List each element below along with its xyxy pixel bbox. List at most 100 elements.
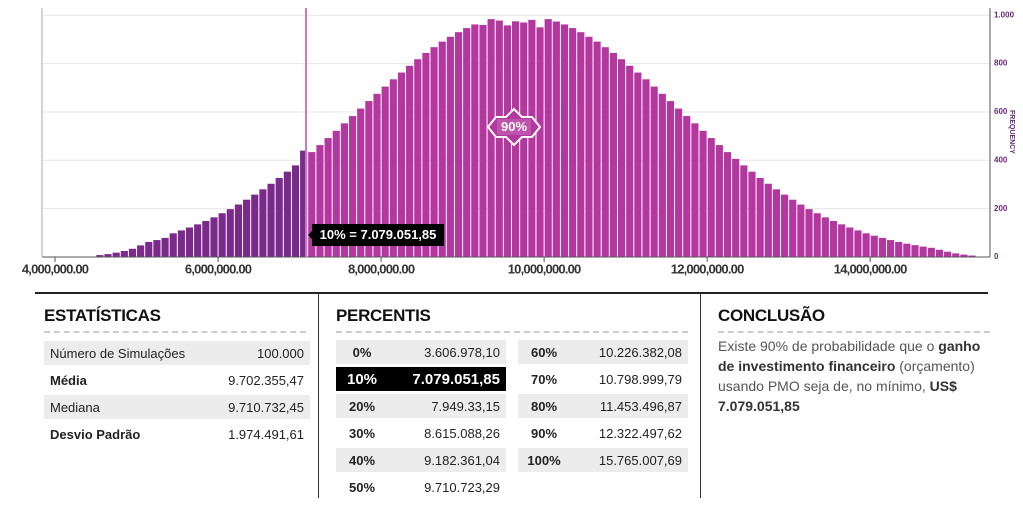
bar [161, 237, 169, 257]
bar [764, 183, 772, 257]
stats-label: Desvio Padrão [50, 426, 141, 442]
x-tick-label: 4,000,000.00 [22, 261, 89, 276]
percentile-row: 10% 7.079.051,85 [336, 367, 506, 391]
conclusion-segment: ganho de investimento financeiro [718, 338, 981, 374]
bar [683, 116, 691, 258]
percentile-row: 0% 3.606.978,10 [336, 340, 506, 364]
percentile-value: 3.606.978,10 [424, 344, 500, 360]
percentile-value: 11.453.496,87 [599, 398, 682, 414]
x-tick-label: 8,000,000.00 [348, 261, 415, 276]
stats-label: Mediana [50, 399, 100, 415]
bar [397, 72, 406, 257]
bar [153, 240, 161, 257]
bar [968, 255, 976, 257]
bar [503, 25, 512, 258]
stats-value: 100.000 [257, 345, 304, 361]
bar [691, 123, 699, 257]
conclusion-text: Existe 90% de probabilidade que o ganho … [718, 336, 993, 416]
bar [251, 194, 259, 257]
percentile-value: 9.182.361,04 [424, 452, 500, 468]
bar [430, 47, 438, 258]
bar [838, 224, 846, 257]
bar [748, 171, 756, 257]
dash-line [718, 331, 990, 333]
stats-value: 9.702.355,47 [228, 372, 304, 388]
bar [626, 65, 634, 257]
bar [340, 123, 348, 257]
conclusion-title: CONCLUSÃO [718, 306, 825, 325]
percentile-value: 10.226.382,08 [598, 344, 682, 360]
percentile-value: 7.949.33,15 [431, 398, 500, 414]
bar [658, 93, 666, 257]
x-tick-label: 12,000,000.00 [671, 261, 744, 276]
stats-row: Mediana 9.710.732,45 [44, 395, 310, 419]
stats-value: 9.710.732,45 [228, 399, 304, 415]
bar [365, 101, 373, 257]
percentile-row: 50% 9.710.723,29 [336, 475, 506, 499]
percentile-row: 60% 10.226.382,08 [518, 340, 688, 364]
dash-line [336, 331, 688, 333]
bar [577, 32, 585, 257]
bar [316, 145, 324, 257]
bar [781, 194, 789, 257]
bar [137, 245, 145, 257]
bar [300, 150, 308, 257]
bar [544, 19, 552, 257]
bar [210, 217, 218, 257]
percentile-row: 80% 11.453.496,87 [518, 394, 688, 418]
bar [243, 199, 251, 257]
y-tick-label: 400 [994, 155, 1008, 164]
percentile-label: 60% [530, 344, 558, 360]
bar [642, 79, 650, 257]
center-inner [497, 119, 531, 135]
bar [878, 237, 886, 257]
threshold-box [312, 224, 445, 246]
bar [234, 204, 243, 257]
bar [194, 224, 202, 257]
bar [821, 217, 829, 257]
bar [112, 252, 120, 257]
percentile-value: 10.798.999,79 [598, 371, 682, 387]
bar [291, 165, 300, 257]
bar [805, 209, 813, 257]
bar [185, 227, 194, 257]
percentile-label: 40% [348, 452, 376, 468]
percentile-value: 12.322.497,62 [598, 425, 682, 441]
dash-line [44, 331, 306, 333]
bar [666, 101, 675, 257]
percentile-row: 90% 12.322.497,62 [518, 421, 688, 445]
bar [446, 36, 454, 257]
bar [895, 242, 903, 257]
bar [487, 19, 495, 257]
bar [275, 177, 283, 257]
bar [520, 22, 528, 258]
bar [389, 79, 397, 257]
bar [699, 130, 707, 257]
percentile-row: 40% 9.182.361,04 [336, 448, 506, 472]
bar [911, 245, 919, 257]
bar [495, 20, 503, 257]
percentile-value: 9.710.723,29 [424, 479, 500, 495]
bar [609, 52, 617, 257]
y-tick-label: 800 [994, 59, 1008, 68]
bar [740, 165, 748, 257]
bar [862, 233, 870, 257]
conclusion-segment: Existe 90% de probabilidade que o [718, 338, 939, 354]
bar [756, 177, 764, 257]
bar [846, 227, 854, 257]
bar [593, 41, 601, 258]
stats-row: Desvio Padrão 1.974.491,61 [44, 422, 310, 446]
bar [104, 254, 112, 257]
bar [952, 253, 960, 257]
percentile-label: 30% [348, 425, 376, 441]
bar [723, 152, 732, 257]
percentile-label: 20% [348, 398, 376, 414]
bar [536, 27, 544, 257]
bar [528, 19, 536, 258]
bar [373, 93, 381, 257]
bar [332, 130, 340, 257]
x-tick-label: 14,000,000.00 [834, 261, 907, 276]
percentile-row: 70% 10.798.999,79 [518, 367, 688, 391]
bar [585, 36, 593, 257]
